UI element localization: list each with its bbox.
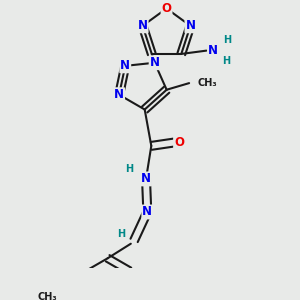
Text: CH₃: CH₃ (38, 292, 58, 300)
Text: H: H (224, 35, 232, 45)
Text: O: O (161, 2, 172, 15)
Text: N: N (114, 88, 124, 101)
Text: N: N (120, 59, 130, 72)
Text: N: N (208, 44, 218, 57)
Text: CH₃: CH₃ (198, 78, 217, 88)
Text: H: H (222, 56, 230, 66)
Text: H: H (117, 229, 125, 239)
Text: N: N (138, 19, 148, 32)
Text: N: N (141, 172, 151, 185)
Text: N: N (142, 206, 152, 218)
Text: H: H (125, 164, 134, 174)
Text: N: N (185, 19, 195, 32)
Text: N: N (150, 56, 160, 69)
Text: O: O (174, 136, 184, 149)
